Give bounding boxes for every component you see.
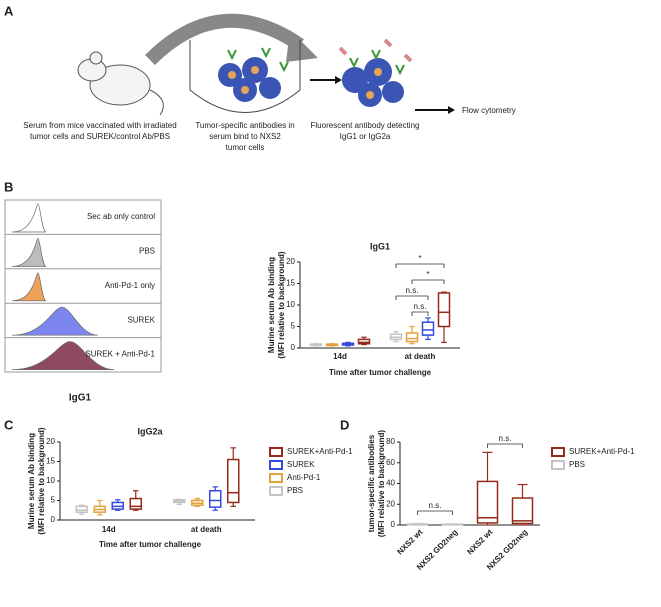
histogram-label: PBS: [139, 247, 155, 256]
y-tick-label: 60: [386, 458, 395, 467]
histogram-label: Anti-Pd-1 only: [105, 281, 155, 290]
histogram: [11, 203, 47, 233]
histogram: [11, 341, 115, 370]
x-axis-label: IgG1: [69, 393, 92, 404]
significance-label: *: [418, 254, 421, 263]
histogram: [11, 306, 99, 336]
significance-bracket: [417, 510, 453, 515]
box: [357, 338, 371, 345]
box: [511, 497, 534, 525]
y-tick-label: 20: [386, 499, 395, 508]
significance-label: n.s.: [414, 302, 427, 311]
y-tick-label: 20: [46, 437, 55, 446]
y-tick-label: 5: [51, 496, 56, 505]
y-tick-label: 0: [291, 343, 296, 352]
y-tick-label: 80: [386, 437, 395, 446]
legend-label: SUREK+Anti-Pd-1: [569, 447, 635, 456]
histogram: [11, 238, 47, 267]
chart-title: IgG1: [370, 241, 390, 251]
y-tick-label: 40: [386, 479, 395, 488]
legend-swatch: [269, 486, 283, 496]
y-tick-label: 10: [286, 300, 295, 309]
y-tick-label: 5: [291, 322, 296, 331]
arrow-head: [448, 106, 455, 114]
step-label: IgG1 or IgG2a: [340, 132, 391, 141]
histogram: [11, 272, 47, 302]
y-axis-label: (MFI relative to background): [37, 427, 46, 534]
x-axis-label: Time after tumor challenge: [329, 368, 432, 377]
step-label: Flow cytometry: [462, 106, 516, 115]
y-tick-label: 20: [286, 257, 295, 266]
step-label: Tumor-specific antibodies in: [195, 121, 294, 130]
legend-label: SUREK: [287, 460, 315, 469]
significance-label: *: [426, 270, 429, 279]
legend-label: Anti-Pd-1: [287, 473, 321, 482]
y-axis-label: Murine serum Ab binding: [267, 257, 276, 353]
legend-swatch: [551, 460, 565, 470]
x-tick-label: at death: [191, 525, 222, 534]
cells: [338, 38, 413, 107]
y-axis-label: tumor-specific antibodies: [367, 434, 376, 532]
significance-bracket: [395, 295, 429, 300]
x-axis-label: Time after tumor challenge: [99, 540, 202, 549]
box: [75, 505, 88, 513]
x-tick-label: NXS2 wt: [395, 527, 424, 556]
y-tick-label: 15: [286, 279, 295, 288]
significance-label: n.s.: [499, 434, 512, 443]
box: [405, 332, 419, 343]
y-tick-label: 15: [46, 457, 55, 466]
legend-label: PBS: [287, 486, 303, 495]
mouse: [77, 51, 164, 116]
legend-swatch: [269, 447, 283, 457]
x-tick-label: NXS2 wt: [465, 527, 494, 556]
legend-swatch: [269, 473, 283, 483]
legend-label: SUREK+Anti-Pd-1: [287, 447, 353, 456]
significance-bracket: [411, 311, 429, 316]
box: [227, 458, 240, 504]
step-label: Fluorescent antibody detecting: [311, 121, 420, 130]
box: [129, 497, 142, 510]
histogram-label: SUREK + Anti-Pd-1: [85, 350, 155, 359]
histogram-label: SUREK: [127, 315, 155, 324]
box: [437, 292, 451, 328]
y-axis-label: (MFI relative to background): [277, 251, 286, 358]
x-tick-label: 14d: [333, 352, 347, 361]
significance-label: n.s.: [406, 286, 419, 295]
box: [476, 480, 499, 524]
panel-label: C: [4, 417, 14, 432]
significance-bracket: [395, 263, 445, 268]
step-label: serum bind to NXS2: [209, 132, 281, 141]
box: [421, 321, 435, 336]
y-axis-label: (MFI relative to background): [377, 430, 386, 537]
chart-title: IgG2a: [137, 426, 163, 436]
panel-label: D: [340, 417, 349, 432]
significance-label: n.s.: [429, 501, 442, 510]
tube: [189, 40, 301, 113]
step-label: tumor cells: [226, 143, 265, 152]
panel-label: A: [4, 3, 14, 18]
legend-label: PBS: [569, 460, 585, 469]
step-label: tumor cells and SUREK/control Ab/PBS: [30, 132, 170, 141]
histogram-label: Sec ab only control: [87, 212, 155, 221]
significance-bracket: [487, 443, 523, 448]
histogram-frame: [4, 199, 162, 373]
arrow-head: [335, 76, 342, 84]
arrow-head: [286, 30, 318, 62]
significance-bracket: [411, 279, 445, 284]
panel-label: B: [4, 179, 13, 194]
legend-swatch: [551, 447, 565, 457]
y-axis-label: Murine serum Ab binding: [27, 433, 36, 529]
curved-arrow: [145, 13, 304, 65]
box: [209, 490, 222, 508]
y-tick-label: 0: [51, 515, 56, 524]
x-tick-label: 14d: [102, 525, 116, 534]
x-tick-label: at death: [405, 352, 436, 361]
y-tick-label: 10: [46, 476, 55, 485]
legend-swatch: [269, 460, 283, 470]
step-label: Serum from mice vaccinated with irradiat…: [23, 121, 176, 130]
y-tick-label: 0: [391, 520, 396, 529]
